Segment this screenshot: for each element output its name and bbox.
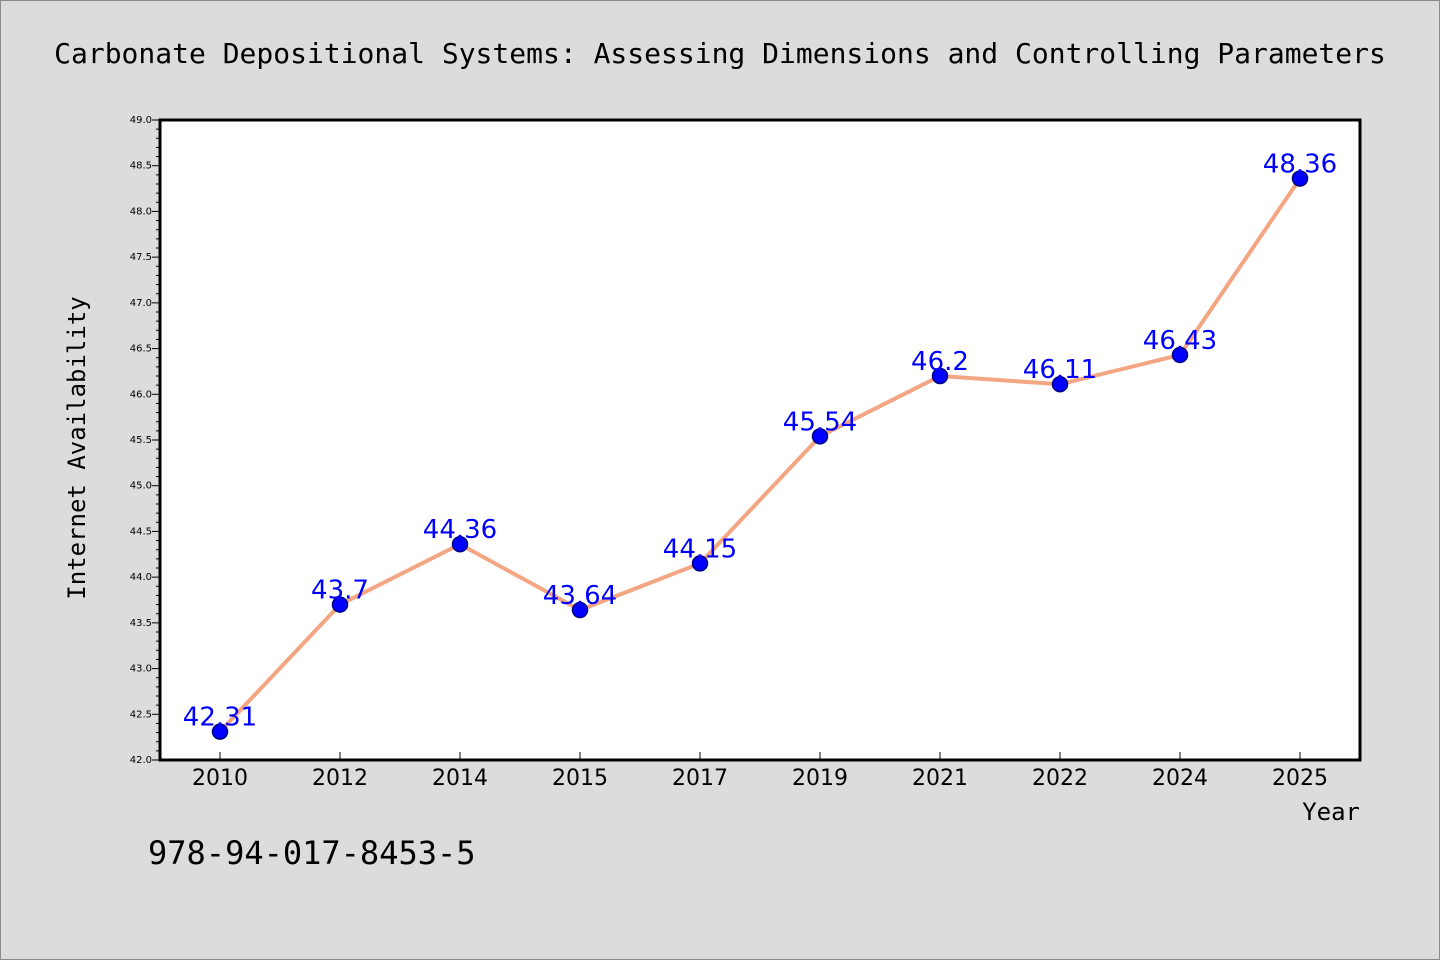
y-tick-label: 47.0 <box>130 298 152 309</box>
data-point <box>571 601 589 619</box>
y-tick-label: 44.0 <box>130 572 152 583</box>
data-label: 42.31 <box>183 703 257 733</box>
isbn-text: 978-94-017-8453-5 <box>148 834 476 872</box>
data-point <box>811 428 829 445</box>
y-tick-label: 44.5 <box>130 526 152 537</box>
data-point <box>211 723 229 740</box>
x-tick-label: 2012 <box>312 766 368 791</box>
data-point <box>1171 346 1189 364</box>
y-tick-label: 45.0 <box>130 481 152 492</box>
plot-area <box>158 118 1362 762</box>
x-tick-label: 2022 <box>1032 766 1088 791</box>
y-tick-label: 43.0 <box>130 664 152 675</box>
data-labels: 42.31 43.7 44.36 43.64 44.15 45.54 46.2 46.11 46… <box>183 150 1337 733</box>
x-tick-label: 2017 <box>672 766 728 791</box>
data-point <box>451 535 469 553</box>
y-axis-label: Internet Availability <box>63 296 91 599</box>
data-label: 43.64 <box>543 581 617 611</box>
data-label: 43.7 <box>311 576 369 606</box>
x-axis-label: Year <box>1302 798 1360 826</box>
x-tick-label: 2019 <box>792 766 848 791</box>
x-tick-label: 2014 <box>432 766 488 791</box>
data-label: 46.43 <box>1143 326 1217 356</box>
data-point <box>1051 375 1069 393</box>
data-point <box>691 555 709 572</box>
series-line-group <box>218 176 1302 734</box>
y-tick-label: 46.5 <box>130 344 152 355</box>
y-tick-label: 47.5 <box>130 252 152 263</box>
data-label: 45.54 <box>783 407 857 437</box>
x-tick-label: 2021 <box>912 766 968 791</box>
data-label: 44.15 <box>663 534 737 564</box>
y-tick-label: 48.5 <box>130 161 152 172</box>
series-markers <box>211 170 1309 740</box>
data-point <box>931 367 949 385</box>
y-tick-label: 43.5 <box>130 618 152 629</box>
data-point <box>1291 170 1309 187</box>
y-axis-ticks: 42.0 42.5 43.0 43.5 44.0 44.5 45.0 45.5 46.0 46.5… <box>130 115 160 766</box>
y-tick-label: 45.5 <box>130 435 152 446</box>
x-axis-ticks: 2010 2012 2014 2015 2017 2019 2021 2022 2024 2025 <box>192 752 1328 791</box>
data-label: 46.11 <box>1023 355 1097 385</box>
y-tick-label: 46.0 <box>130 389 152 400</box>
data-label: 46.2 <box>911 347 969 377</box>
x-tick-label: 2010 <box>192 766 248 791</box>
y-tick-label: 42.0 <box>130 755 152 766</box>
data-label: 48.36 <box>1263 150 1337 180</box>
x-tick-label: 2015 <box>552 766 608 791</box>
series-line <box>218 176 1302 734</box>
y-tick-label: 42.5 <box>130 709 152 720</box>
y-tick-label: 49.0 <box>130 115 152 126</box>
data-point <box>331 596 349 613</box>
data-label: 44.36 <box>423 515 497 545</box>
x-tick-label: 2024 <box>1152 766 1208 791</box>
x-tick-label: 2025 <box>1272 766 1328 791</box>
chart-title: Carbonate Depositional Systems: Assessin… <box>54 37 1386 70</box>
y-tick-label: 48.0 <box>130 206 152 217</box>
